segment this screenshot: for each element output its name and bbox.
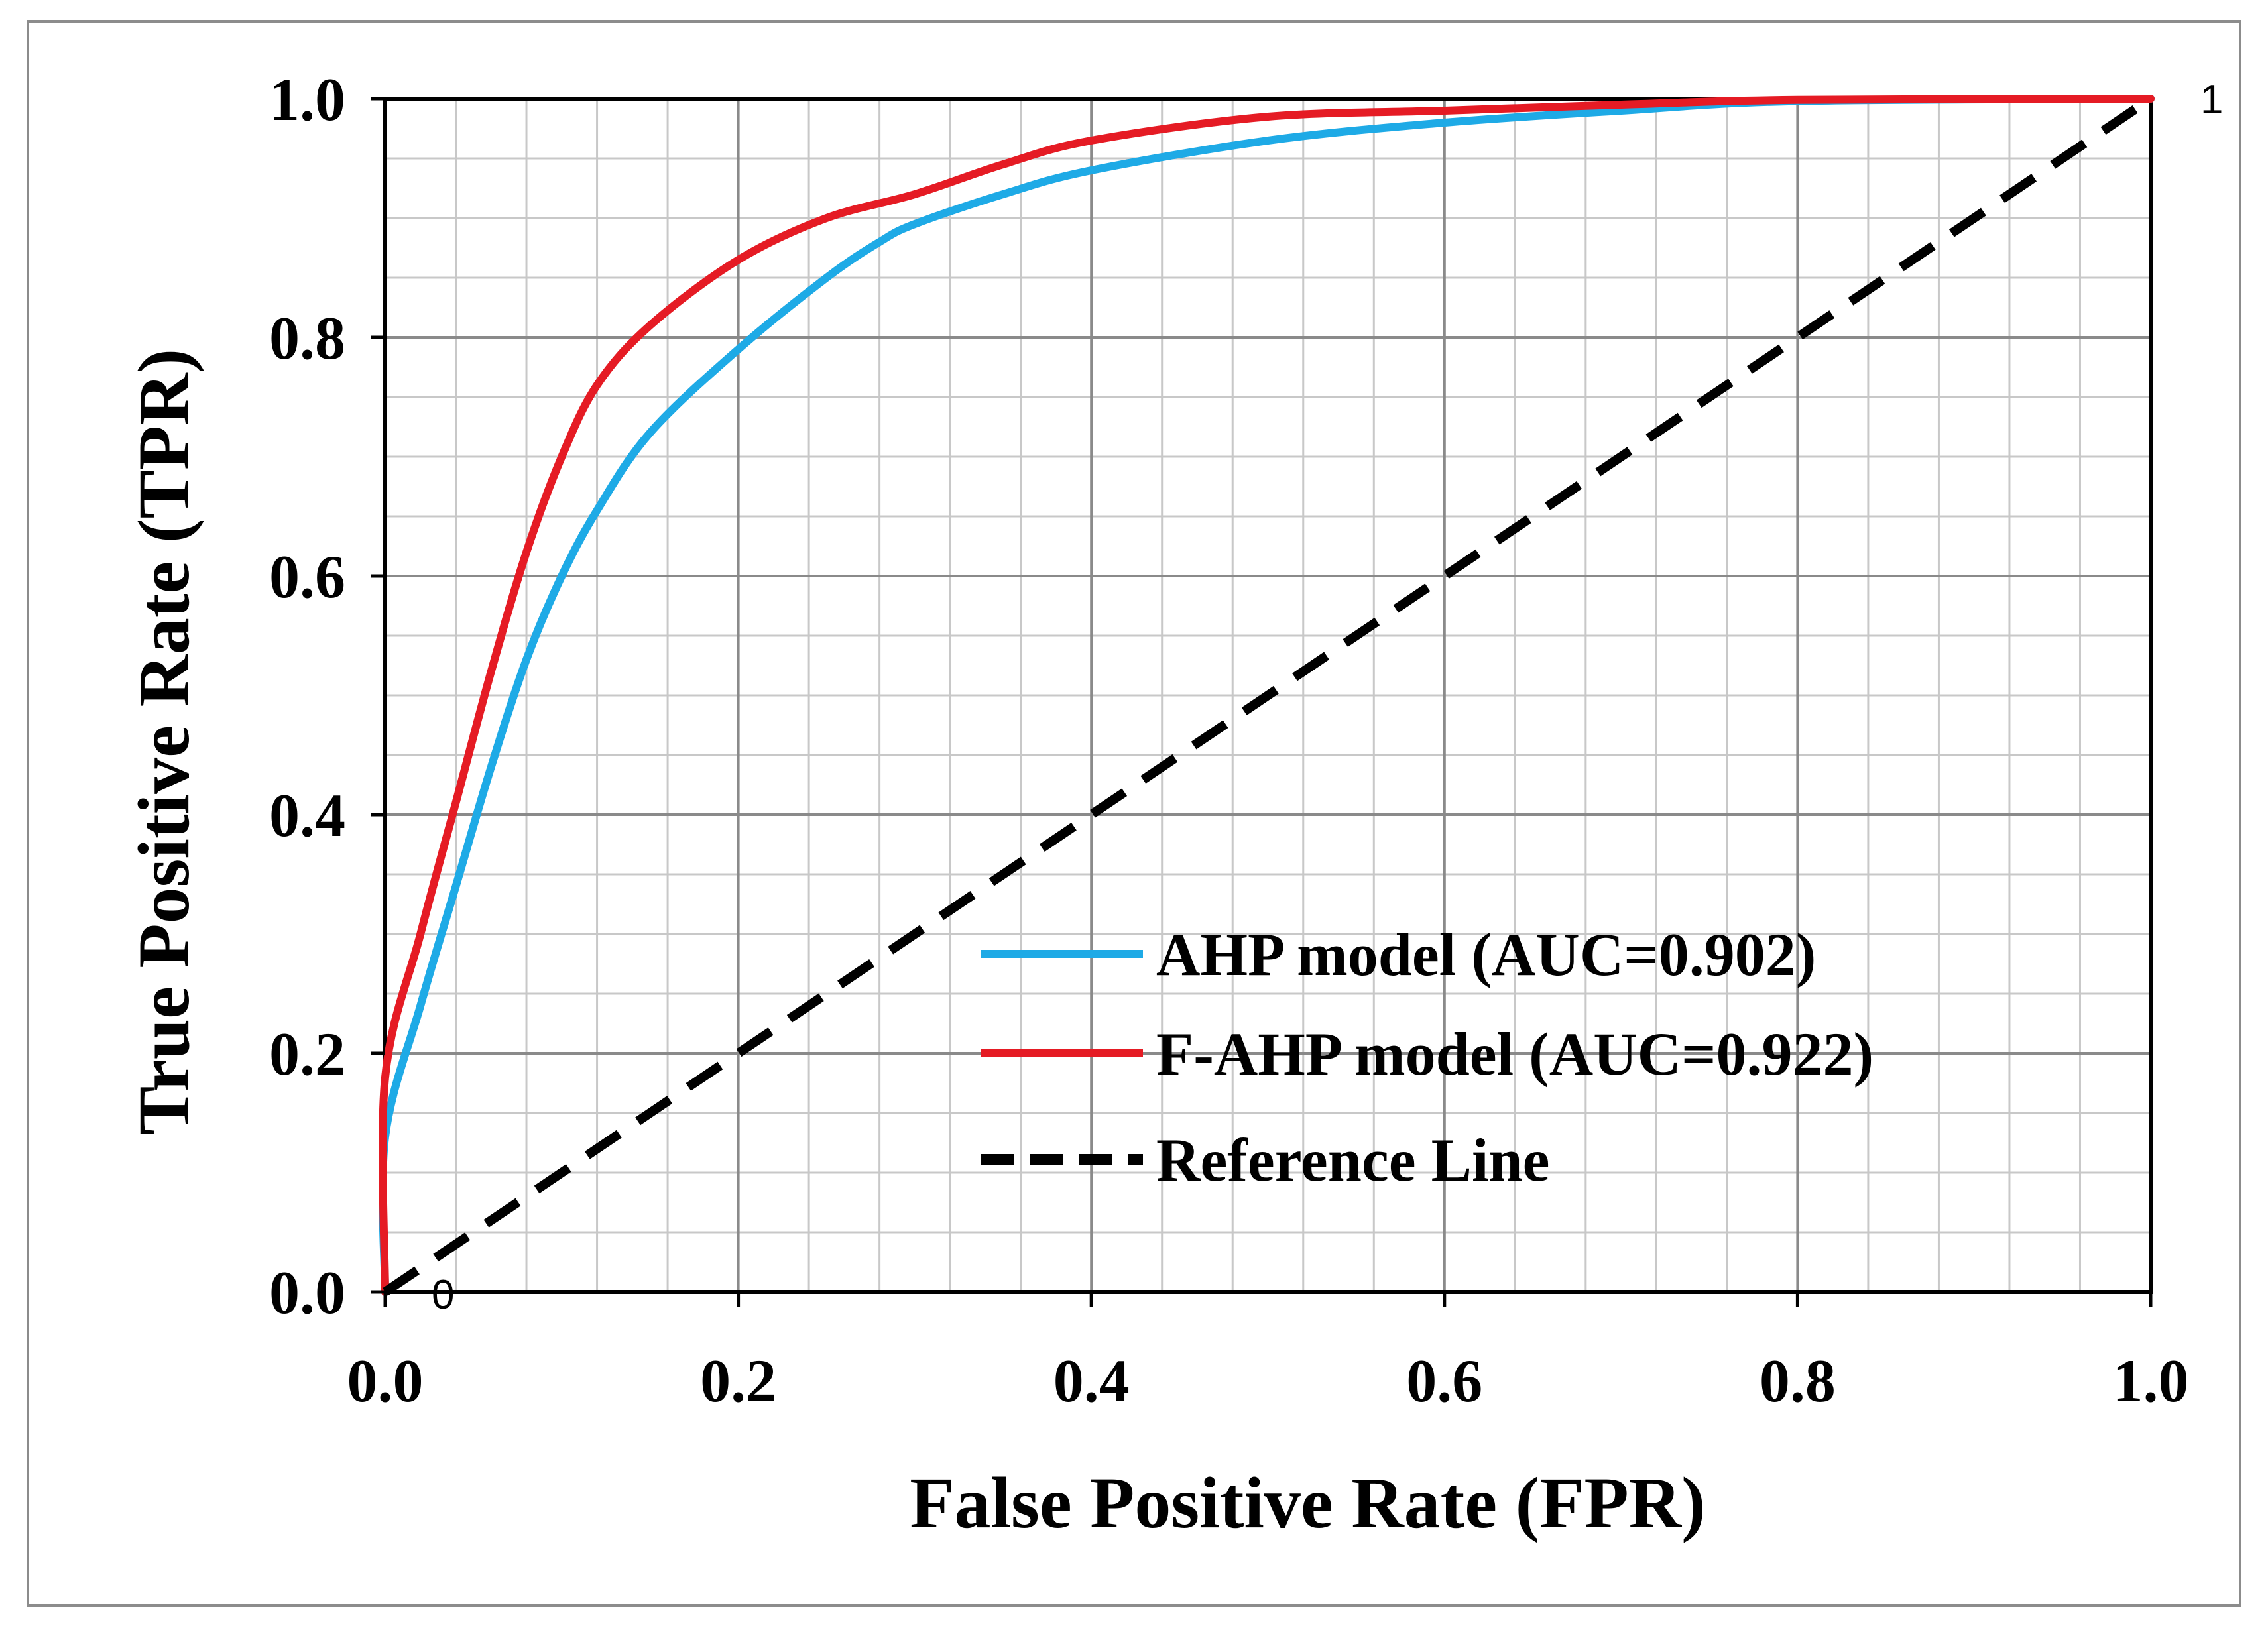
- y-tick-label: 0.4: [269, 782, 345, 849]
- x-tick-label: 0.6: [1406, 1347, 1482, 1415]
- legend-label-reference: Reference Line: [1156, 1126, 1550, 1194]
- roc-chart: 0.0 0.2 0.4 0.6 0.8 1.0 0.0 0.2 0.4 0.6 0.8 1.0 Fa…: [123, 66, 2223, 1543]
- x-tick-label: 0.2: [700, 1347, 776, 1415]
- legend: AHP model (AUC=0.902) F-AHP model (AUC=0…: [981, 921, 1874, 1194]
- x-tick-label: 0.8: [1760, 1347, 1836, 1415]
- x-tick-label: 1.0: [2113, 1347, 2189, 1415]
- ahp-curve: [379, 95, 2155, 1296]
- x-tick-label: 0.4: [1053, 1347, 1130, 1415]
- series-layer: [379, 95, 2155, 1296]
- y-axis-title: True Positive Rate (TPR): [123, 349, 204, 1135]
- origin-annotation: 0: [432, 1272, 454, 1318]
- x-axis-ticks: 0.0 0.2 0.4 0.6 0.8 1.0: [347, 1292, 2189, 1415]
- reference-line: [383, 95, 2153, 1296]
- y-tick-label: 0.8: [269, 304, 345, 372]
- f-ahp-curve: [379, 95, 2155, 1296]
- chart-frame: 0.0 0.2 0.4 0.6 0.8 1.0 0.0 0.2 0.4 0.6 0.8 1.0 Fa…: [27, 20, 2241, 1607]
- y-tick-label: 1.0: [269, 66, 345, 133]
- plot-border: [383, 97, 2153, 1294]
- y-axis-ticks: 0.0 0.2 0.4 0.6 0.8 1.0: [269, 66, 385, 1326]
- legend-label-f-ahp: F-AHP model (AUC=0.922): [1156, 1020, 1874, 1088]
- x-axis-title: False Positive Rate (FPR): [910, 1462, 1705, 1543]
- y-tick-label: 0.2: [269, 1020, 345, 1088]
- end-annotation: 1: [2200, 77, 2223, 123]
- grid-major: [385, 99, 2151, 1292]
- y-tick-label: 0.0: [269, 1259, 345, 1326]
- y-tick-label: 0.6: [269, 543, 345, 611]
- grid-minor: [385, 99, 2151, 1292]
- legend-label-ahp: AHP model (AUC=0.902): [1156, 921, 1816, 988]
- x-tick-label: 0.0: [347, 1347, 424, 1415]
